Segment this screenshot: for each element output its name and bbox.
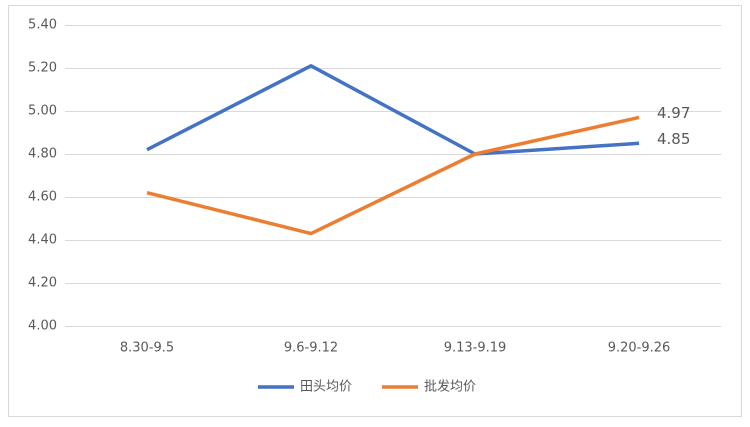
legend-label: 田头均价 bbox=[300, 380, 352, 395]
series-line bbox=[146, 64, 640, 156]
data-label: 4.97 bbox=[657, 104, 690, 122]
y-tick-label: 4.00 bbox=[28, 319, 57, 334]
y-tick-label: 4.60 bbox=[28, 190, 57, 205]
y-tick-label: 5.00 bbox=[28, 104, 57, 119]
x-tick-label: 9.13-9.19 bbox=[444, 341, 507, 356]
x-tick-label: 9.20-9.26 bbox=[608, 341, 671, 356]
y-tick-label: 5.20 bbox=[28, 61, 57, 76]
x-tick-label: 8.30-9.5 bbox=[120, 341, 174, 356]
y-tick-label: 4.40 bbox=[28, 233, 57, 248]
y-tick-label: 5.40 bbox=[28, 18, 57, 33]
y-tick-label: 4.80 bbox=[28, 147, 57, 162]
series-line bbox=[146, 115, 640, 236]
data-label: 4.85 bbox=[657, 130, 690, 148]
chart-border bbox=[8, 5, 742, 417]
x-tick-label: 9.6-9.12 bbox=[284, 341, 338, 356]
legend-label: 批发均价 bbox=[424, 379, 476, 395]
y-tick-label: 4.20 bbox=[28, 276, 57, 291]
